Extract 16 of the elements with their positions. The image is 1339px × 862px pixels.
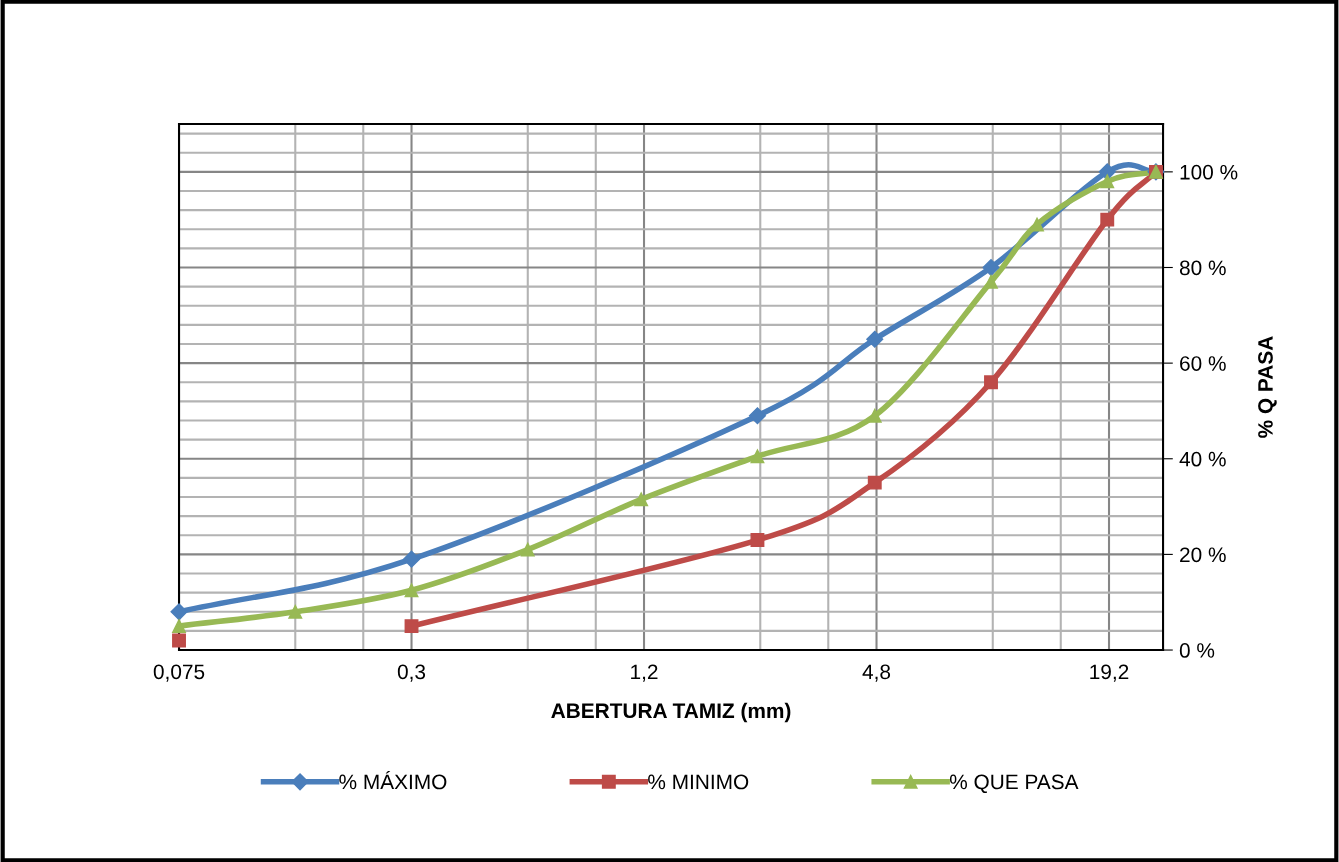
x-tick-label: 1,2	[631, 664, 658, 682]
x-tick-label: 0,075	[153, 664, 205, 682]
y-tick-label: 40 %	[1179, 451, 1226, 467]
y-tick-label: 0 %	[1179, 643, 1215, 658]
y-tick-label: 20 %	[1180, 547, 1226, 563]
y-axis-title: % Q PASA	[1258, 336, 1277, 438]
legend-label: % MÁXIMO	[339, 771, 447, 790]
y-tick-label: 100 %	[1180, 164, 1238, 180]
x-axis-title: ABERTURA TAMIZ (mm)	[551, 702, 791, 723]
y-tick-label: 60 %	[1180, 356, 1226, 371]
x-tick-label: 0,3	[397, 664, 426, 682]
legend-label: % MINIMO	[648, 774, 749, 790]
x-tick-label: 19,2	[1090, 664, 1129, 682]
x-tick-label: 4,8	[862, 664, 891, 682]
legend-label: % QUE PASA	[949, 774, 1079, 794]
y-tick-label: 80 %	[1179, 260, 1226, 276]
